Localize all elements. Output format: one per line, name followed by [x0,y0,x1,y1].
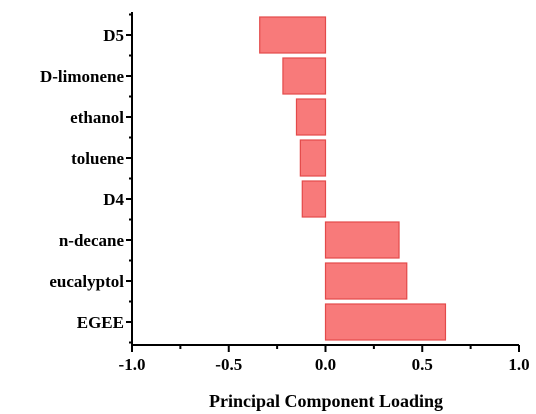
category-label-n-decane: n-decane [59,231,125,250]
bar-ethanol [295,98,327,136]
x-tick-label: -0.5 [215,355,242,374]
bar-egee [324,303,447,341]
category-label-ethanol: ethanol [70,108,124,127]
bar-d4 [301,180,327,218]
x-tick-label: 1.0 [508,355,529,374]
category-label-egee: EGEE [77,313,124,332]
x-axis-title: Principal Component Loading [209,391,443,411]
category-label-d-limonene: D-limonene [40,67,125,86]
bar-toluene [299,139,327,177]
bar-eucalyptol [324,262,408,300]
x-tick-label: 0.5 [412,355,433,374]
bar-d5 [259,16,327,54]
x-tick-label: 0.0 [315,355,336,374]
category-label-eucalyptol: eucalyptol [49,272,124,291]
bar-d-limonene [282,57,327,95]
x-tick-label: -1.0 [119,355,146,374]
labels-layer: D5 D-limonene ethanol toluene D4 n-decane euca… [40,26,530,374]
axes-layer [126,12,520,352]
category-label-d4: D4 [103,190,124,209]
category-label-toluene: toluene [71,149,124,168]
category-label-d5: D5 [103,26,124,45]
bars-layer [259,16,447,341]
bar-n-decane [324,221,400,259]
